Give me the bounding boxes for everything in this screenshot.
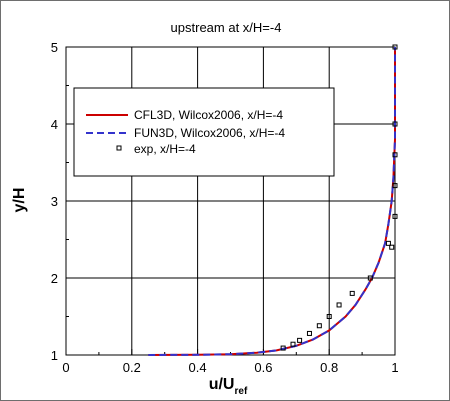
x-axis-label-main: u/U <box>209 376 235 393</box>
x-axis-label-subscript: ref <box>234 386 247 397</box>
exp-data-point <box>392 121 398 127</box>
legend-label-exp: exp, x/H=-4 <box>134 142 196 156</box>
series-layer <box>148 44 398 356</box>
exp-data-point <box>367 275 373 281</box>
exp-data-point <box>392 152 398 158</box>
exp-data-point <box>280 345 286 351</box>
y-tick-label: 5 <box>51 40 58 55</box>
legend-swatch-exp <box>116 145 122 151</box>
y-tick-label: 4 <box>51 117 58 132</box>
x-tick-label: 1 <box>391 360 398 375</box>
exp-data-point <box>290 341 296 347</box>
x-tick-label: 0.6 <box>254 360 272 375</box>
legend-box <box>73 87 335 177</box>
exp-data-point <box>306 330 312 336</box>
exp-data-point <box>349 290 355 296</box>
y-tick-label: 1 <box>51 348 58 363</box>
exp-data-point <box>326 314 332 319</box>
exp-data-point <box>392 44 398 50</box>
y-axis-label: y/H <box>11 188 28 213</box>
exp-data-point <box>389 244 395 250</box>
y-tick-labels: 1 2 3 4 5 <box>51 40 58 363</box>
exp-data-point <box>297 337 303 343</box>
legend-label-fun3d: FUN3D, Wilcox2006, x/H=-4 <box>134 126 285 140</box>
x-tick-label: 0.8 <box>320 360 338 375</box>
legend-label-cfl3d: CFL3D, Wilcox2006, x/H=-4 <box>134 108 283 122</box>
fun3d-series-line <box>148 47 396 356</box>
exp-data-point <box>316 323 322 329</box>
y-tick-label: 3 <box>51 194 58 209</box>
legend: CFL3D, Wilcox2006, x/H=-4 FUN3D, Wilcox2… <box>73 87 335 177</box>
exp-data-point <box>385 240 391 246</box>
tick-marks <box>65 46 396 356</box>
x-tick-label: 0 <box>62 360 69 375</box>
x-tick-labels: 0 0.2 0.4 0.6 0.8 1 <box>62 360 398 375</box>
x-tick-label: 0.4 <box>189 360 207 375</box>
y-tick-label: 2 <box>51 271 58 286</box>
chart-title: upstream at x/H=-4 <box>171 20 282 35</box>
x-axis-label: u/Uref <box>209 376 248 397</box>
exp-data-point <box>392 183 398 189</box>
exp-data-point <box>336 302 342 308</box>
x-tick-label: 0.2 <box>123 360 141 375</box>
exp-data-point <box>392 213 398 219</box>
